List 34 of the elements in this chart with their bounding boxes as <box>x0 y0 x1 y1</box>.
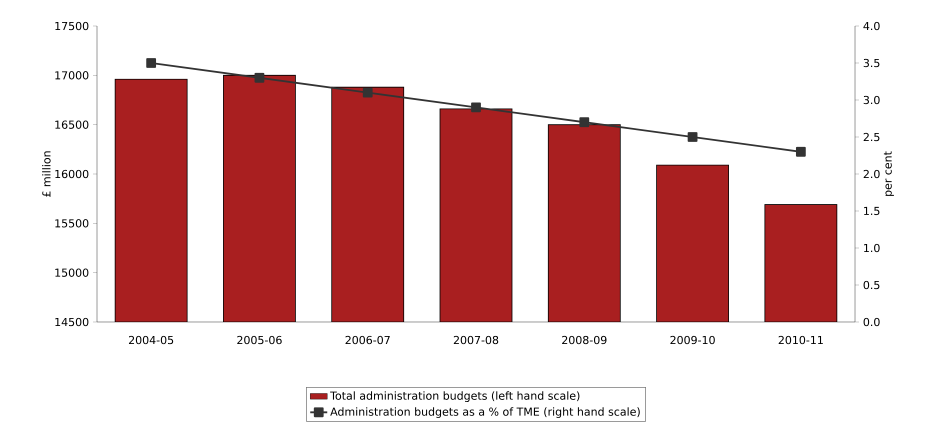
legend-label: Total administration budgets (left hand scale) <box>330 391 580 402</box>
point <box>688 132 698 142</box>
point <box>254 72 264 83</box>
y-tick-label: 17500 <box>55 22 88 30</box>
y2-tick-label: 2.5 <box>864 132 880 142</box>
x-tick-label: 2004-05 <box>128 336 174 344</box>
y-tick-label: 15500 <box>55 219 88 228</box>
y-tick-label: 14500 <box>55 318 88 326</box>
y2-tick-label: 0.5 <box>864 280 880 290</box>
x-tick-label: 2005-06 <box>237 336 282 344</box>
y-tick-label: 16500 <box>55 120 88 129</box>
y-tick-label: 15000 <box>55 268 88 277</box>
y2-tick-label: 2.0 <box>864 170 880 178</box>
point <box>362 88 373 98</box>
y2-tick-label: 1.5 <box>864 206 880 216</box>
y2-tick-label: 3.5 <box>864 58 880 68</box>
y2-tick-label: 3.0 <box>864 96 880 104</box>
x-tick-label: 2010-11 <box>778 336 823 344</box>
y-tick-label: 17000 <box>55 71 88 80</box>
y-axis-title: £ million <box>42 151 51 197</box>
point <box>796 146 806 157</box>
y2-axis-title: per cent <box>884 151 894 196</box>
x-tick-label: 2008-09 <box>562 336 606 344</box>
point <box>146 58 156 68</box>
point <box>471 102 481 112</box>
legend-label: Administration budgets as a % of TME (right hand scale) <box>330 407 640 418</box>
x-tick-label: 2009-10 <box>670 336 715 344</box>
x-tick-label: 2006-07 <box>346 336 390 344</box>
y2-tick-label: 1.0 <box>864 244 880 252</box>
y-tick-label: 16000 <box>55 170 88 178</box>
point <box>579 117 590 128</box>
y2-tick-label: 4.0 <box>863 22 880 30</box>
y2-tick-label: 0.0 <box>864 318 880 326</box>
x-tick-label: 2007-08 <box>454 336 498 344</box>
